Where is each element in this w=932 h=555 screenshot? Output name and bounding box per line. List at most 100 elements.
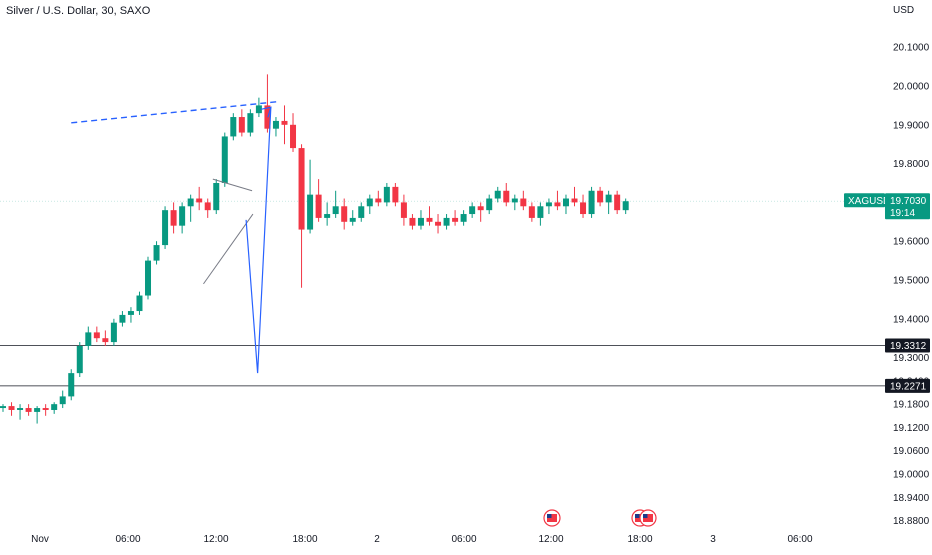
candle-body bbox=[375, 198, 382, 203]
chart-title: Silver / U.S. Dollar, 30, SAXO bbox=[6, 5, 151, 17]
candle-body bbox=[520, 198, 527, 207]
candle-body bbox=[307, 194, 314, 230]
y-axis-tick-label: 19.0000 bbox=[893, 470, 930, 481]
candle-body bbox=[605, 194, 612, 203]
candle-body bbox=[443, 217, 450, 226]
candle-body bbox=[34, 408, 41, 412]
currency-label: USD bbox=[893, 5, 915, 16]
y-axis-tick-label: 19.0600 bbox=[893, 446, 930, 457]
candle-body bbox=[110, 322, 117, 343]
candle-body bbox=[469, 206, 476, 215]
x-axis-tick-label: 06:00 bbox=[787, 534, 812, 545]
candle-body bbox=[272, 120, 279, 129]
projection-arrowhead bbox=[260, 106, 272, 118]
candle-body bbox=[477, 206, 484, 211]
candle-body bbox=[213, 183, 220, 211]
candle-body bbox=[588, 190, 595, 215]
last-price-badge bbox=[885, 193, 930, 220]
candle-body bbox=[59, 396, 66, 405]
y-axis-tick-label: 18.9400 bbox=[893, 493, 930, 504]
candle-body bbox=[247, 113, 254, 133]
projection-path[interactable] bbox=[245, 107, 272, 374]
candle-body bbox=[17, 408, 24, 410]
flag-canton bbox=[547, 514, 552, 518]
x-axis-tick-label: 12:00 bbox=[538, 534, 563, 545]
level-price-badge bbox=[885, 338, 930, 353]
candle-body bbox=[230, 117, 237, 137]
y-axis-tick-label: 19.1800 bbox=[893, 400, 930, 411]
candle-body bbox=[562, 198, 569, 207]
candle-body bbox=[460, 214, 467, 222]
triangle-upper-trendline[interactable] bbox=[212, 178, 253, 192]
candle-body bbox=[409, 217, 416, 226]
candle-body bbox=[204, 202, 211, 211]
candle-body bbox=[332, 206, 339, 215]
candle-body bbox=[136, 295, 143, 312]
candle-body bbox=[358, 206, 365, 218]
candle-body bbox=[281, 120, 288, 125]
x-axis-tick-label: 12:00 bbox=[203, 534, 228, 545]
x-axis-tick-label: 18:00 bbox=[292, 534, 317, 545]
candle-body bbox=[349, 217, 356, 222]
candle-body bbox=[435, 221, 442, 226]
candle-body bbox=[392, 186, 399, 203]
candle-body bbox=[400, 202, 407, 218]
y-axis-tick-label: 20.1000 bbox=[893, 43, 930, 54]
y-axis-tick-label: 20.0000 bbox=[893, 82, 930, 93]
y-axis-tick-label: 19.4000 bbox=[893, 314, 930, 325]
candle-body bbox=[179, 206, 186, 226]
candle-body bbox=[127, 311, 134, 315]
x-axis-tick-label: 06:00 bbox=[115, 534, 140, 545]
candle-body bbox=[119, 314, 126, 323]
candle-body bbox=[383, 186, 390, 203]
candle-body bbox=[153, 245, 160, 261]
candle-body bbox=[324, 214, 331, 218]
dashed-resistance-line[interactable] bbox=[71, 100, 280, 124]
candle-body bbox=[580, 202, 587, 215]
flag-canton bbox=[643, 514, 648, 518]
triangle-lower-trendline[interactable] bbox=[203, 213, 254, 285]
candle-body bbox=[614, 194, 621, 211]
candle-body bbox=[51, 404, 58, 410]
candle-body bbox=[571, 198, 578, 203]
y-axis-tick-label: 19.5000 bbox=[893, 276, 930, 287]
candle-body bbox=[554, 202, 561, 207]
candle-body bbox=[622, 201, 629, 211]
flag-canton bbox=[635, 514, 640, 518]
candle-body bbox=[42, 408, 49, 410]
candle-body bbox=[93, 332, 100, 339]
candle-body bbox=[417, 217, 424, 226]
candle-body bbox=[145, 260, 152, 296]
candle-body bbox=[366, 198, 373, 207]
candle-body bbox=[494, 190, 501, 199]
candle-body bbox=[255, 105, 262, 114]
candle-body bbox=[221, 136, 228, 183]
candle-body bbox=[486, 198, 493, 211]
candle-body bbox=[196, 198, 203, 203]
candle-body bbox=[528, 206, 535, 218]
x-axis-tick-label: 2 bbox=[374, 534, 380, 545]
countdown-text: 19:14 bbox=[890, 208, 915, 219]
candle-body bbox=[298, 148, 305, 230]
candle-body bbox=[341, 206, 348, 222]
candle-body bbox=[25, 408, 32, 412]
candle-body bbox=[76, 345, 83, 374]
candle-body bbox=[290, 124, 297, 149]
y-axis-tick-label: 19.9000 bbox=[893, 120, 930, 131]
last-price-text: 19.7030 bbox=[890, 196, 927, 207]
y-axis-tick-label: 18.8800 bbox=[893, 516, 930, 527]
candle-body bbox=[238, 117, 245, 133]
candle-body bbox=[187, 198, 194, 207]
y-axis-tick-label: 19.6000 bbox=[893, 237, 930, 248]
candle-body bbox=[162, 210, 169, 246]
candle-body bbox=[315, 194, 322, 218]
x-axis-tick-label: 06:00 bbox=[451, 534, 476, 545]
candle-body bbox=[545, 202, 552, 207]
y-axis-tick-label: 19.1200 bbox=[893, 423, 930, 434]
candle-body bbox=[511, 198, 518, 203]
level-price-badge bbox=[885, 378, 930, 393]
level-price-badge-text: 19.2271 bbox=[890, 381, 927, 392]
candle-body bbox=[452, 217, 459, 222]
